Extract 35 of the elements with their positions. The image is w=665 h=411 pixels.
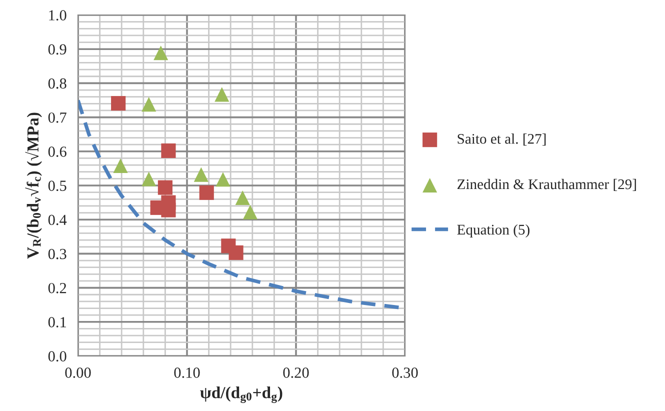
point (214, 87, 230, 102)
point (111, 96, 126, 111)
point (161, 202, 176, 218)
y-tick-label: 0.4 (48, 214, 67, 226)
legend-label: Equation (5) (457, 224, 530, 238)
x-tick-label: 0.20 (283, 368, 309, 378)
point (242, 204, 258, 220)
y-tick-label: 0.9 (48, 44, 66, 55)
point (194, 167, 208, 182)
point (154, 46, 168, 60)
point (199, 185, 214, 200)
x-axis-title: ψd/(d$_{g0}$+d$_{g}$) (200, 386, 282, 403)
point (235, 190, 250, 206)
point (228, 245, 244, 260)
y-tick-label: 0.7 (48, 112, 66, 123)
point (113, 158, 128, 174)
legend-label: Saito et al. [27] (458, 134, 546, 146)
y-tick-label: 0.5 (48, 180, 66, 192)
y-tick-label: 0.3 (48, 248, 66, 260)
x-tick-label: 0.30 (392, 368, 418, 378)
x-tick-label: 0.00 (65, 368, 91, 378)
point (216, 172, 230, 187)
point (142, 172, 156, 186)
y-tick-label: 0.1 (48, 317, 66, 328)
x-tick-label: 0.10 (174, 368, 200, 378)
legend-label: Zineddin & Krauthammer [29] (457, 178, 636, 191)
y-tick-label: 0.2 (48, 282, 66, 294)
y-tick-label: 0.8 (48, 78, 66, 89)
text: V$_{R}$/(b$_{0}$d$_{v}$√f$_{c}$) (√MPa) (25, 112, 42, 259)
point (158, 180, 172, 195)
y-tick-label: 1.0 (49, 10, 66, 21)
y-tick-label: 0.0 (48, 351, 66, 362)
y-tick-label: 0.6 (48, 146, 66, 157)
point (142, 97, 156, 112)
point (161, 143, 176, 158)
